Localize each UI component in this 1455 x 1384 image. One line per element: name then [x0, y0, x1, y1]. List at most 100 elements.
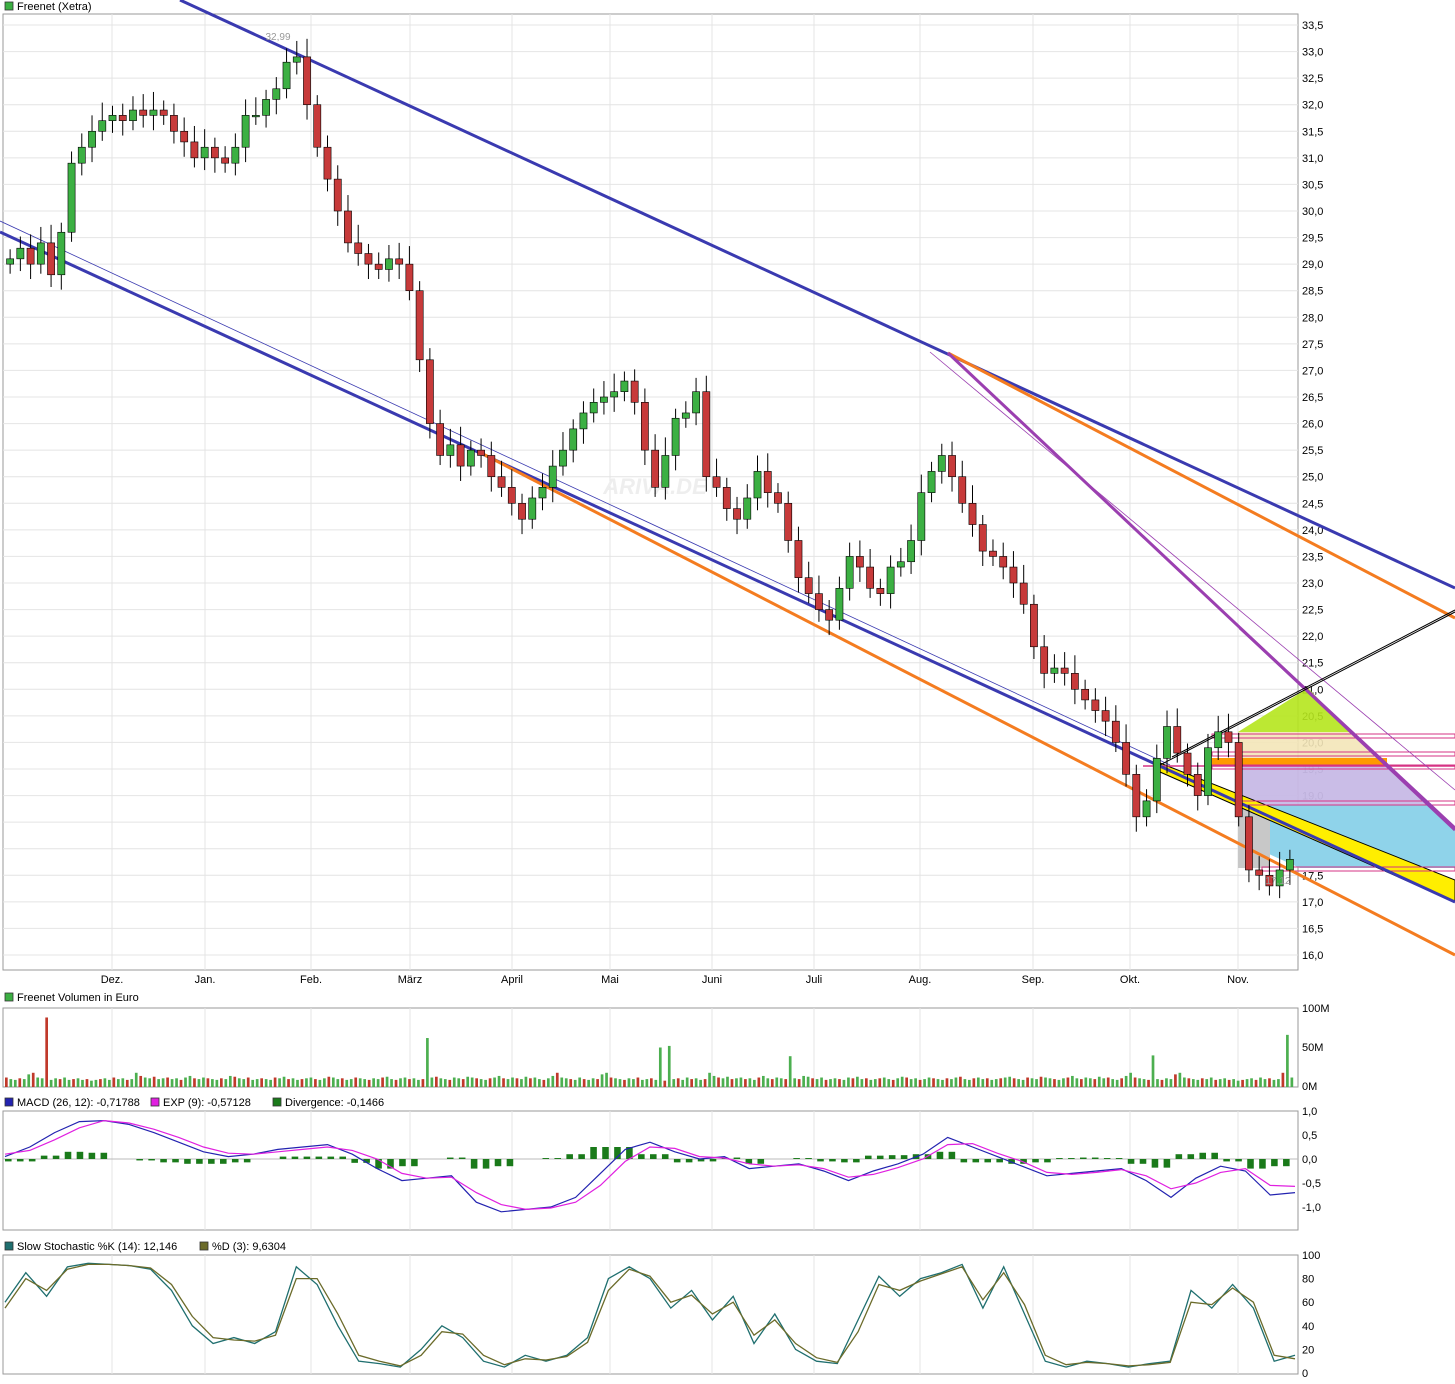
month-label: Okt. [1120, 974, 1140, 986]
month-label: Mai [601, 974, 619, 986]
volume-tick-label: 0M [1302, 1081, 1317, 1093]
divergence-bar [1115, 1158, 1123, 1159]
level-line [1211, 751, 1455, 757]
candle-body [1122, 742, 1130, 775]
price-tick-label: 31,5 [1302, 126, 1323, 138]
candle-body [569, 428, 578, 451]
volume-bar [439, 1078, 443, 1087]
divergence-bar [960, 1159, 968, 1163]
volume-bar [296, 1079, 299, 1087]
upper-orange-line [947, 351, 1455, 620]
divergence-bar [446, 1157, 454, 1159]
price-title-swatch [4, 1, 14, 11]
volume-bar [730, 1079, 734, 1087]
divergence-bar [733, 1157, 741, 1159]
volume-bar [291, 1078, 295, 1087]
volume-bar [753, 1079, 756, 1087]
macd-legend-0: MACD (26, 12): -0,71788 [17, 1097, 140, 1109]
volume-bar [349, 1079, 353, 1087]
volume-bar [1214, 1079, 1218, 1087]
volume-bar [600, 1074, 604, 1087]
volume-bar [865, 1078, 868, 1087]
candle-body [210, 146, 219, 159]
divergence-bar [327, 1156, 335, 1159]
candle-body [415, 290, 424, 361]
volume-bar [479, 1079, 483, 1087]
volume-bar [985, 1078, 989, 1087]
divergence-bar [554, 1158, 562, 1159]
candle-body [999, 556, 1008, 568]
candle-body [436, 423, 445, 456]
volume-bar [237, 1078, 241, 1087]
volume-bar [461, 1079, 465, 1087]
volume-frame [2, 1007, 1299, 1088]
divergence-bar [28, 1159, 36, 1162]
volume-bar [175, 1078, 178, 1087]
candle-body [282, 61, 291, 90]
volume-bar [143, 1077, 147, 1087]
candle-body [231, 146, 240, 164]
divergence-bar [1175, 1154, 1183, 1159]
volume-bar [336, 1079, 340, 1087]
month-label: Feb. [300, 974, 322, 986]
volume-bar [1196, 1079, 1200, 1087]
macd-series-line [4, 1119, 1296, 1213]
candle-body [405, 263, 414, 292]
volume-bar [806, 1076, 810, 1087]
divergence-bar [1127, 1159, 1135, 1164]
volume-bar [860, 1079, 864, 1087]
volume-bar [1044, 1077, 1047, 1087]
volume-tick-label: 100M [1302, 1003, 1330, 1015]
macd-legend-0-swatch [4, 1097, 14, 1107]
zone-orange-band [1212, 758, 1387, 765]
volume-bar [421, 1079, 425, 1087]
volume-bar [690, 1079, 693, 1087]
price-tick-label: 27,5 [1302, 339, 1323, 351]
macd-tick-label: 0,5 [1302, 1130, 1317, 1142]
volume-bar [157, 1079, 160, 1087]
volume-bar [757, 1077, 761, 1087]
divergence-bar [1151, 1159, 1159, 1168]
candle-body [374, 263, 383, 270]
candle-body [6, 258, 15, 265]
volume-bar [1039, 1076, 1043, 1087]
volume-bar [443, 1079, 447, 1087]
volume-bar [761, 1075, 765, 1087]
volume-bar [976, 1077, 980, 1087]
volume-bar [385, 1076, 389, 1087]
divergence-bar [470, 1159, 478, 1169]
volume-bar [502, 1078, 505, 1087]
candle-body [241, 115, 250, 148]
volume-bar [524, 1076, 528, 1087]
volume-bar [573, 1079, 577, 1087]
candle-body [487, 455, 496, 478]
candle-body [1245, 816, 1253, 871]
candle-body [620, 380, 629, 392]
volume-bar [954, 1077, 958, 1087]
volume-bar [681, 1079, 685, 1087]
volume-bar [546, 1078, 550, 1087]
candle-body [303, 56, 311, 106]
candle-body [917, 492, 926, 541]
volume-bar [744, 1079, 747, 1087]
divergence-bar [64, 1151, 72, 1159]
price-panel: 33,5 33,0 32,5 32,0 31,5 31,0 30,5 30,0 29,5 29,0… [0, 0, 1455, 986]
volume-bar [896, 1078, 900, 1087]
volume-bar [255, 1079, 259, 1087]
volume-bar [1245, 1079, 1249, 1087]
volume-bar [555, 1072, 559, 1087]
candle-body [600, 396, 608, 403]
divergence-bar [793, 1158, 800, 1159]
candle-body [1142, 800, 1151, 818]
divergence-bar [1139, 1159, 1147, 1164]
volume-bar [820, 1077, 823, 1087]
volume-bar [811, 1078, 814, 1087]
candle-body [866, 566, 875, 589]
divergence-bar [829, 1159, 836, 1162]
divergence-bar [494, 1159, 502, 1167]
volume-bar [116, 1079, 120, 1087]
divergence-bar [1259, 1159, 1266, 1169]
candle-body [507, 487, 516, 504]
divergence-bar [16, 1159, 24, 1162]
